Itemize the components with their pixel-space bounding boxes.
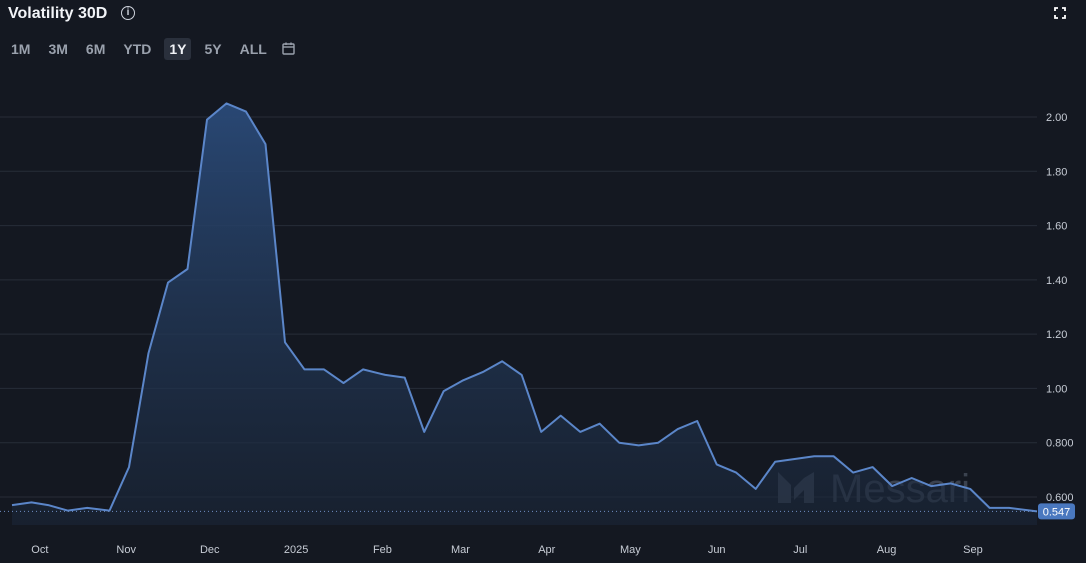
y-tick-label: 1.00 bbox=[1046, 383, 1067, 395]
chart-title: Volatility 30D bbox=[8, 5, 108, 22]
x-tick-label: Feb bbox=[373, 544, 392, 556]
x-tick-label: Jun bbox=[708, 544, 726, 556]
info-icon[interactable]: i bbox=[121, 6, 135, 20]
range-button-ytd[interactable]: YTD bbox=[123, 41, 152, 57]
x-tick-label: Jul bbox=[793, 544, 807, 556]
x-tick-label: Oct bbox=[31, 544, 48, 556]
current-value-label: 0.547 bbox=[1043, 506, 1071, 518]
series-line bbox=[11, 102, 1038, 513]
calendar-icon[interactable] bbox=[282, 42, 295, 55]
time-range-selector: 1M 3M 6M YTD 1Y 5Y ALL bbox=[6, 38, 295, 60]
x-tick-label: 2025 bbox=[284, 544, 308, 556]
x-tick-label: May bbox=[620, 544, 641, 556]
current-value-badge bbox=[1038, 503, 1075, 520]
range-button-5y[interactable]: 5Y bbox=[204, 41, 222, 57]
y-tick-label: 2.00 bbox=[1046, 112, 1067, 124]
x-tick-label: Mar bbox=[451, 544, 470, 556]
y-tick-label: 1.60 bbox=[1046, 221, 1067, 233]
x-tick-label: Nov bbox=[116, 544, 136, 556]
x-tick-label: Aug bbox=[877, 544, 897, 556]
x-tick-label: Dec bbox=[200, 544, 220, 556]
y-tick-label: 1.40 bbox=[1046, 275, 1067, 287]
range-button-1y[interactable]: 1Y bbox=[164, 38, 192, 60]
y-tick-label: 1.80 bbox=[1046, 166, 1067, 178]
expand-icon[interactable] bbox=[1054, 7, 1066, 19]
range-button-all[interactable]: ALL bbox=[239, 41, 267, 57]
range-button-3m[interactable]: 3M bbox=[48, 41, 68, 57]
range-button-1m[interactable]: 1M bbox=[11, 41, 31, 57]
y-tick-label: 0.600 bbox=[1046, 492, 1074, 504]
x-tick-label: Sep bbox=[963, 544, 983, 556]
y-tick-label: 1.20 bbox=[1046, 329, 1067, 341]
range-button-6m[interactable]: 6M bbox=[85, 41, 106, 57]
x-tick-label: Apr bbox=[538, 544, 555, 556]
y-tick-label: 0.800 bbox=[1046, 438, 1074, 450]
area-fill bbox=[12, 103, 1037, 526]
